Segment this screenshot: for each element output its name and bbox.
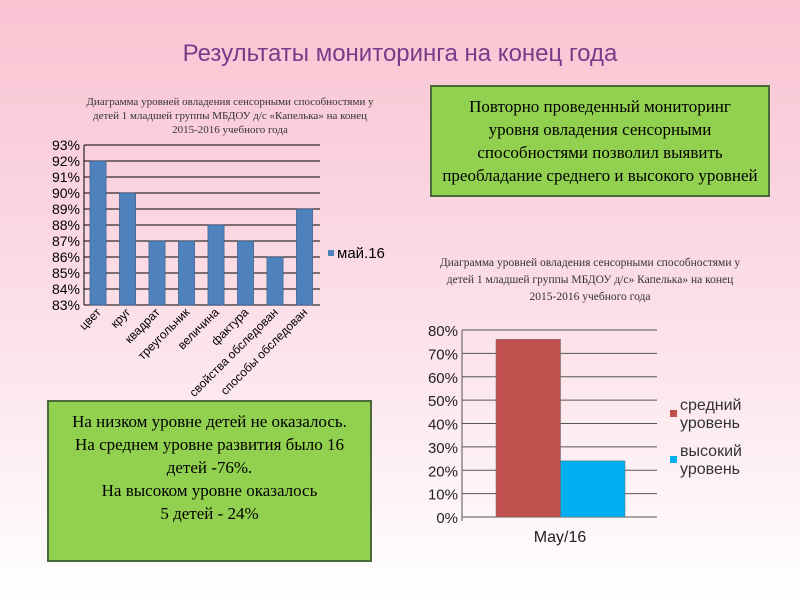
y-tick-label: 90% — [52, 185, 80, 201]
y-tick-label: 92% — [52, 153, 80, 169]
y-tick-label: 80% — [428, 323, 458, 340]
bar — [119, 192, 136, 306]
legend-label: высокий — [680, 443, 742, 460]
chart2-title: Диаграмма уровней овладения сенсорными с… — [439, 257, 741, 303]
y-tick-label: 87% — [52, 233, 80, 249]
info-box-bottom: На низком уровне детей не оказалось. На … — [47, 400, 372, 562]
y-tick-label: 91% — [52, 169, 80, 185]
y-tick-label: 85% — [52, 265, 80, 281]
info-line: На высоком уровне оказалось — [101, 481, 318, 500]
y-tick-label: 10% — [428, 487, 458, 504]
y-tick-label: 93% — [52, 137, 80, 153]
y-tick-label: 89% — [52, 201, 80, 217]
y-tick-label: 84% — [52, 281, 80, 297]
bar — [266, 256, 284, 306]
info-line: На среднем уровне развития было 16 детей… — [75, 435, 344, 477]
y-tick-label: 86% — [52, 249, 80, 265]
bar — [148, 240, 166, 306]
bar — [89, 160, 107, 306]
bar — [495, 339, 561, 518]
y-tick-label: 70% — [428, 346, 458, 363]
y-tick-label: 40% — [428, 417, 458, 434]
bar — [560, 460, 626, 518]
info-line: 5 детей - 24% — [160, 504, 259, 523]
info-box-top: Повторно проведенный мониторинг уровня о… — [430, 85, 770, 197]
chart1-title: Диаграмма уровней овладения сенсорными с… — [86, 96, 374, 136]
y-tick-label: 88% — [52, 217, 80, 233]
chart1: 83%84%85%86%87%88%89%90%91%92%93%цвет кру… — [52, 137, 385, 400]
legend-swatch — [328, 250, 334, 256]
bar — [237, 240, 254, 306]
bar — [178, 240, 195, 306]
bar — [296, 208, 313, 306]
y-tick-label: 30% — [428, 440, 458, 457]
y-tick-label: 83% — [52, 297, 80, 313]
x-tick-label: May/16 — [534, 529, 587, 546]
legend-label: уровень — [680, 461, 740, 478]
y-tick-label: 50% — [428, 393, 458, 410]
y-tick-label: 0% — [436, 510, 458, 527]
info-line: На низком уровне детей не оказалось. — [72, 412, 347, 431]
legend-swatch — [670, 456, 677, 463]
slide-title: Результаты мониторинга на конец года — [182, 40, 618, 67]
y-tick-label: 60% — [428, 370, 458, 387]
legend-label: уровень — [680, 415, 740, 432]
legend-label: май.16 — [337, 245, 385, 262]
y-tick-label: 20% — [428, 463, 458, 480]
legend-swatch — [670, 410, 677, 417]
bar — [207, 224, 225, 306]
legend-label: средний — [680, 397, 742, 414]
